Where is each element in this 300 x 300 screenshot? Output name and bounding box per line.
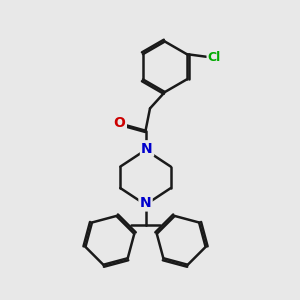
Text: O: O	[114, 116, 126, 130]
Text: N: N	[141, 142, 153, 155]
Text: Cl: Cl	[208, 51, 221, 64]
Text: N: N	[140, 196, 152, 210]
